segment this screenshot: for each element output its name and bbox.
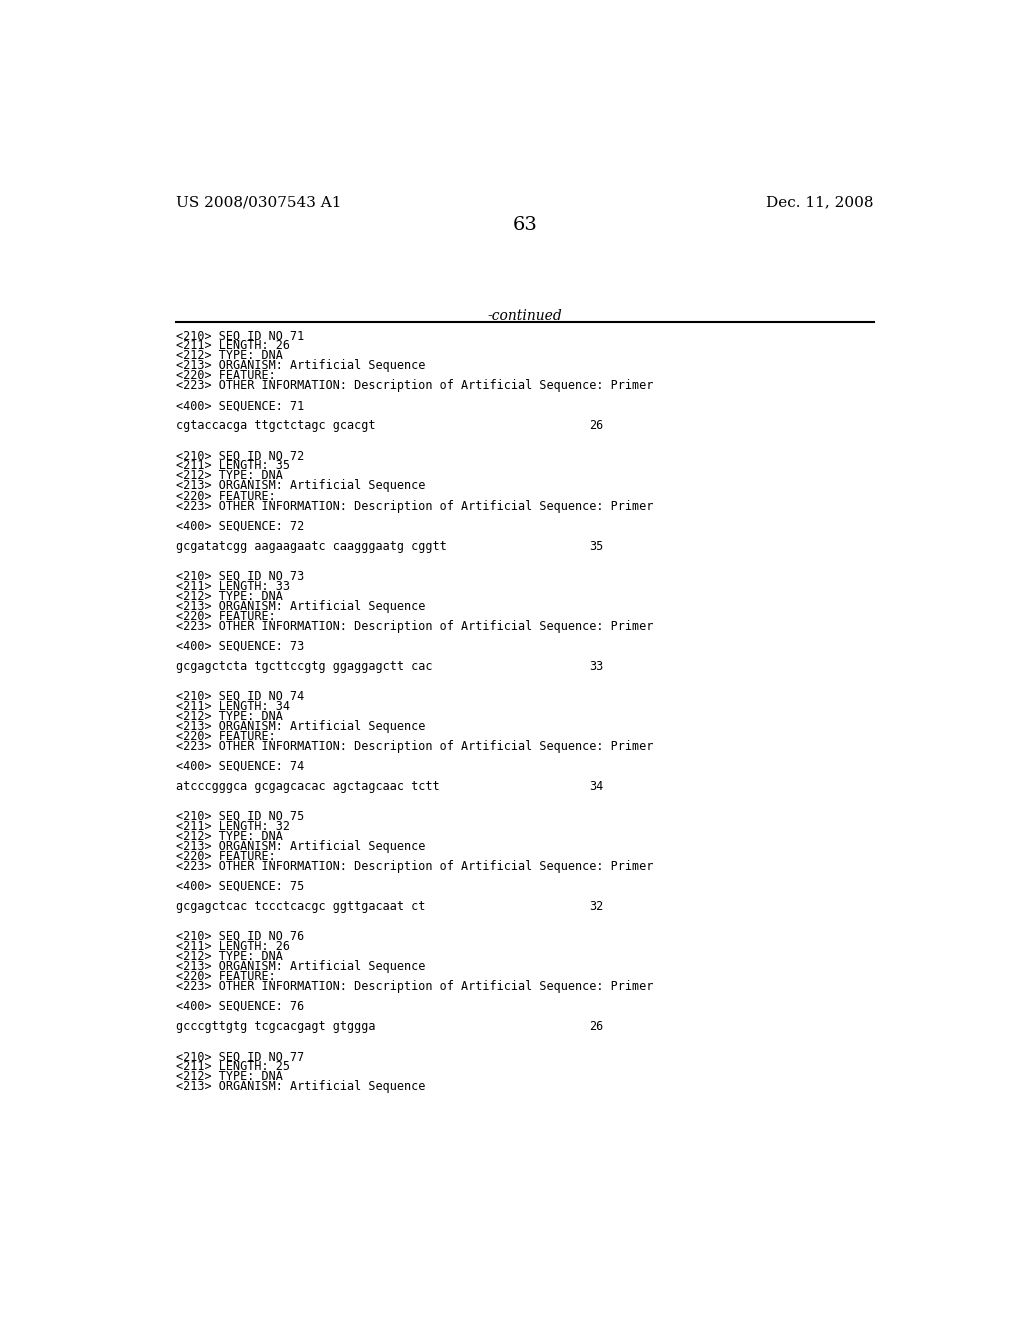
- Text: <212> TYPE: DNA: <212> TYPE: DNA: [176, 830, 283, 843]
- Text: cgtaccacga ttgctctagc gcacgt: cgtaccacga ttgctctagc gcacgt: [176, 420, 376, 433]
- Text: -continued: -continued: [487, 309, 562, 322]
- Text: <212> TYPE: DNA: <212> TYPE: DNA: [176, 1071, 283, 1084]
- Text: 34: 34: [589, 780, 603, 793]
- Text: <400> SEQUENCE: 72: <400> SEQUENCE: 72: [176, 520, 304, 532]
- Text: <220> FEATURE:: <220> FEATURE:: [176, 730, 275, 743]
- Text: <212> TYPE: DNA: <212> TYPE: DNA: [176, 950, 283, 964]
- Text: <211> LENGTH: 26: <211> LENGTH: 26: [176, 339, 290, 352]
- Text: <400> SEQUENCE: 74: <400> SEQUENCE: 74: [176, 760, 304, 772]
- Text: Dec. 11, 2008: Dec. 11, 2008: [766, 195, 873, 210]
- Text: <213> ORGANISM: Artificial Sequence: <213> ORGANISM: Artificial Sequence: [176, 599, 425, 612]
- Text: <211> LENGTH: 35: <211> LENGTH: 35: [176, 459, 290, 473]
- Text: <210> SEQ ID NO 71: <210> SEQ ID NO 71: [176, 330, 304, 342]
- Text: <213> ORGANISM: Artificial Sequence: <213> ORGANISM: Artificial Sequence: [176, 960, 425, 973]
- Text: <212> TYPE: DNA: <212> TYPE: DNA: [176, 590, 283, 603]
- Text: <400> SEQUENCE: 75: <400> SEQUENCE: 75: [176, 880, 304, 892]
- Text: <400> SEQUENCE: 71: <400> SEQUENCE: 71: [176, 400, 304, 412]
- Text: <211> LENGTH: 33: <211> LENGTH: 33: [176, 579, 290, 593]
- Text: atcccgggca gcgagcacac agctagcaac tctt: atcccgggca gcgagcacac agctagcaac tctt: [176, 780, 439, 793]
- Text: <400> SEQUENCE: 73: <400> SEQUENCE: 73: [176, 640, 304, 652]
- Text: <211> LENGTH: 34: <211> LENGTH: 34: [176, 700, 290, 713]
- Text: <210> SEQ ID NO 73: <210> SEQ ID NO 73: [176, 570, 304, 582]
- Text: <223> OTHER INFORMATION: Description of Artificial Sequence: Primer: <223> OTHER INFORMATION: Description of …: [176, 499, 653, 512]
- Text: <210> SEQ ID NO 77: <210> SEQ ID NO 77: [176, 1051, 304, 1063]
- Text: <220> FEATURE:: <220> FEATURE:: [176, 850, 275, 863]
- Text: 32: 32: [589, 900, 603, 913]
- Text: <220> FEATURE:: <220> FEATURE:: [176, 370, 275, 383]
- Text: <213> ORGANISM: Artificial Sequence: <213> ORGANISM: Artificial Sequence: [176, 479, 425, 492]
- Text: <223> OTHER INFORMATION: Description of Artificial Sequence: Primer: <223> OTHER INFORMATION: Description of …: [176, 859, 653, 873]
- Text: gcgatatcgg aagaagaatc caagggaatg cggtt: gcgatatcgg aagaagaatc caagggaatg cggtt: [176, 540, 446, 553]
- Text: <223> OTHER INFORMATION: Description of Artificial Sequence: Primer: <223> OTHER INFORMATION: Description of …: [176, 739, 653, 752]
- Text: <210> SEQ ID NO 76: <210> SEQ ID NO 76: [176, 929, 304, 942]
- Text: 26: 26: [589, 420, 603, 433]
- Text: <211> LENGTH: 26: <211> LENGTH: 26: [176, 940, 290, 953]
- Text: 35: 35: [589, 540, 603, 553]
- Text: 26: 26: [589, 1020, 603, 1034]
- Text: <213> ORGANISM: Artificial Sequence: <213> ORGANISM: Artificial Sequence: [176, 840, 425, 853]
- Text: <223> OTHER INFORMATION: Description of Artificial Sequence: Primer: <223> OTHER INFORMATION: Description of …: [176, 619, 653, 632]
- Text: <211> LENGTH: 25: <211> LENGTH: 25: [176, 1060, 290, 1073]
- Text: <212> TYPE: DNA: <212> TYPE: DNA: [176, 710, 283, 723]
- Text: gcccgttgtg tcgcacgagt gtggga: gcccgttgtg tcgcacgagt gtggga: [176, 1020, 376, 1034]
- Text: <223> OTHER INFORMATION: Description of Artificial Sequence: Primer: <223> OTHER INFORMATION: Description of …: [176, 979, 653, 993]
- Text: <213> ORGANISM: Artificial Sequence: <213> ORGANISM: Artificial Sequence: [176, 719, 425, 733]
- Text: <212> TYPE: DNA: <212> TYPE: DNA: [176, 350, 283, 363]
- Text: 33: 33: [589, 660, 603, 673]
- Text: <210> SEQ ID NO 72: <210> SEQ ID NO 72: [176, 449, 304, 462]
- Text: <223> OTHER INFORMATION: Description of Artificial Sequence: Primer: <223> OTHER INFORMATION: Description of …: [176, 379, 653, 392]
- Text: <400> SEQUENCE: 76: <400> SEQUENCE: 76: [176, 1001, 304, 1012]
- Text: <210> SEQ ID NO 74: <210> SEQ ID NO 74: [176, 689, 304, 702]
- Text: <212> TYPE: DNA: <212> TYPE: DNA: [176, 470, 283, 483]
- Text: <220> FEATURE:: <220> FEATURE:: [176, 610, 275, 623]
- Text: gcgagctcta tgcttccgtg ggaggagctt cac: gcgagctcta tgcttccgtg ggaggagctt cac: [176, 660, 432, 673]
- Text: 63: 63: [512, 216, 538, 234]
- Text: US 2008/0307543 A1: US 2008/0307543 A1: [176, 195, 342, 210]
- Text: gcgagctcac tccctcacgc ggttgacaat ct: gcgagctcac tccctcacgc ggttgacaat ct: [176, 900, 425, 913]
- Text: <211> LENGTH: 32: <211> LENGTH: 32: [176, 820, 290, 833]
- Text: <213> ORGANISM: Artificial Sequence: <213> ORGANISM: Artificial Sequence: [176, 359, 425, 372]
- Text: <210> SEQ ID NO 75: <210> SEQ ID NO 75: [176, 810, 304, 822]
- Text: <220> FEATURE:: <220> FEATURE:: [176, 970, 275, 983]
- Text: <213> ORGANISM: Artificial Sequence: <213> ORGANISM: Artificial Sequence: [176, 1080, 425, 1093]
- Text: <220> FEATURE:: <220> FEATURE:: [176, 490, 275, 503]
